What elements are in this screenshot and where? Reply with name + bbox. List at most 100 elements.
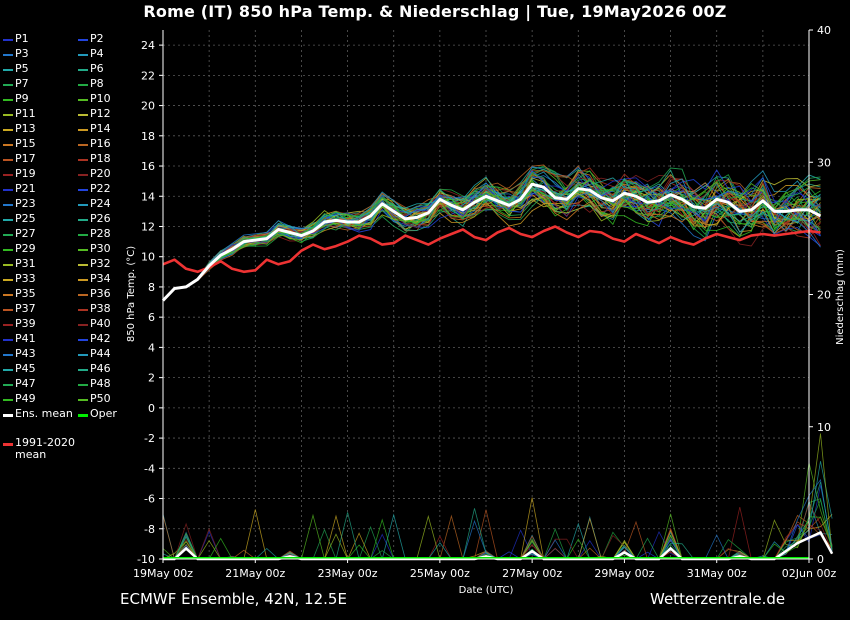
y2-tick-label: 0 xyxy=(817,553,824,566)
y2-tick-label: 10 xyxy=(817,421,831,434)
y-tick-label: -2 xyxy=(144,432,155,445)
legend-swatch xyxy=(3,69,13,71)
legend-swatch xyxy=(3,54,13,56)
legend-label: P28 xyxy=(90,227,111,240)
legend-swatch xyxy=(3,84,13,86)
x-tick-label: 27May 00z xyxy=(502,567,562,580)
legend-label: P25 xyxy=(15,212,36,225)
legend-swatch xyxy=(78,99,88,101)
legend-swatch xyxy=(78,144,88,146)
legend-swatch xyxy=(78,84,88,86)
legend-label: P3 xyxy=(15,47,29,60)
axes xyxy=(162,30,810,560)
legend-swatch xyxy=(3,264,13,266)
legend-label: P33 xyxy=(15,272,36,285)
legend-swatch xyxy=(3,159,13,161)
climate-mean-line xyxy=(162,225,821,274)
legend-swatch xyxy=(78,399,88,401)
legend-label: P30 xyxy=(90,242,111,255)
legend-label: P22 xyxy=(90,182,111,195)
y-tick-label: 18 xyxy=(141,130,155,143)
ens-mean-line xyxy=(161,182,822,302)
y2-tick-label: 20 xyxy=(817,289,831,302)
legend-label: P46 xyxy=(90,362,111,375)
legend-swatch xyxy=(3,369,13,371)
legend-label: P27 xyxy=(15,227,36,240)
x-tick-label: 23May 00z xyxy=(318,567,378,580)
legend-label: P5 xyxy=(15,62,29,75)
legend-swatch xyxy=(3,399,13,401)
legend-label: P36 xyxy=(90,287,111,300)
legend-label: P24 xyxy=(90,197,111,210)
legend-label: P20 xyxy=(90,167,111,180)
y-tick-label: -6 xyxy=(144,493,155,506)
legend-label: P1 xyxy=(15,32,29,45)
precip-member-p16 xyxy=(162,514,833,561)
legend-swatch xyxy=(78,414,88,417)
x-tick-label: 31May 00z xyxy=(687,567,747,580)
legend-label: P13 xyxy=(15,122,36,135)
legend-label: P21 xyxy=(15,182,36,195)
legend-label: P17 xyxy=(15,152,36,165)
legend-label: P11 xyxy=(15,107,36,120)
legend-label: P45 xyxy=(15,362,36,375)
legend-swatch xyxy=(78,204,88,206)
legend-swatch xyxy=(78,369,88,371)
legend-label-line2: mean xyxy=(15,448,47,461)
legend-swatch xyxy=(78,219,88,221)
legend-label: P9 xyxy=(15,92,29,105)
legend-label: P8 xyxy=(90,77,104,90)
legend-swatch xyxy=(3,144,13,146)
legend-swatch xyxy=(78,69,88,71)
x-tick-label: 25May 00z xyxy=(410,567,470,580)
legend-swatch xyxy=(3,294,13,296)
legend-swatch xyxy=(78,324,88,326)
legend-swatch xyxy=(3,279,13,281)
y-tick-label: 16 xyxy=(141,160,155,173)
y-tick-label: 2 xyxy=(148,372,155,385)
legend-swatch xyxy=(78,354,88,356)
x-tick-label: 02Jun 00z xyxy=(782,567,837,580)
y2-axis-label: Niederschlag (mm) xyxy=(835,249,846,345)
legend-label: P23 xyxy=(15,197,36,210)
legend-swatch xyxy=(78,294,88,296)
legend-label: P29 xyxy=(15,242,36,255)
grid-lines xyxy=(162,30,809,560)
legend-swatch xyxy=(78,339,88,341)
legend-label: P12 xyxy=(90,107,111,120)
legend-label: P41 xyxy=(15,332,36,345)
y-tick-label: 6 xyxy=(148,311,155,324)
legend-label: P34 xyxy=(90,272,111,285)
precip-member-p1 xyxy=(163,485,833,560)
legend-label: P6 xyxy=(90,62,104,75)
legend-label: P15 xyxy=(15,137,36,150)
legend-label: P39 xyxy=(15,317,36,330)
legend-swatch xyxy=(3,339,13,341)
legend-swatch xyxy=(3,384,13,386)
legend-label: P40 xyxy=(90,317,111,330)
y-tick-label: 24 xyxy=(141,39,155,52)
legend-label: P49 xyxy=(15,392,36,405)
legend-label: P18 xyxy=(90,152,111,165)
legend-swatch xyxy=(78,264,88,266)
legend-label: P32 xyxy=(90,257,111,270)
y-tick-label: -8 xyxy=(144,523,155,536)
y-tick-label: 0 xyxy=(148,402,155,415)
legend-label: 1991-2020 mean xyxy=(15,436,75,461)
y-tick-label: 12 xyxy=(141,220,155,233)
legend-label: P16 xyxy=(90,137,111,150)
legend-label: P42 xyxy=(90,332,111,345)
legend-swatch xyxy=(3,39,13,41)
legend-swatch xyxy=(78,234,88,236)
legend-swatch xyxy=(3,99,13,101)
x-axis-label: Date (UTC) xyxy=(459,585,514,596)
legend-label: P47 xyxy=(15,377,36,390)
legend-label: P35 xyxy=(15,287,36,300)
y-tick-label: 8 xyxy=(148,281,155,294)
precip-lines xyxy=(162,433,834,561)
precip-member-p49 xyxy=(163,516,833,560)
legend-label: P26 xyxy=(90,212,111,225)
legend-swatch xyxy=(3,114,13,116)
y-tick-label: -4 xyxy=(144,462,155,475)
